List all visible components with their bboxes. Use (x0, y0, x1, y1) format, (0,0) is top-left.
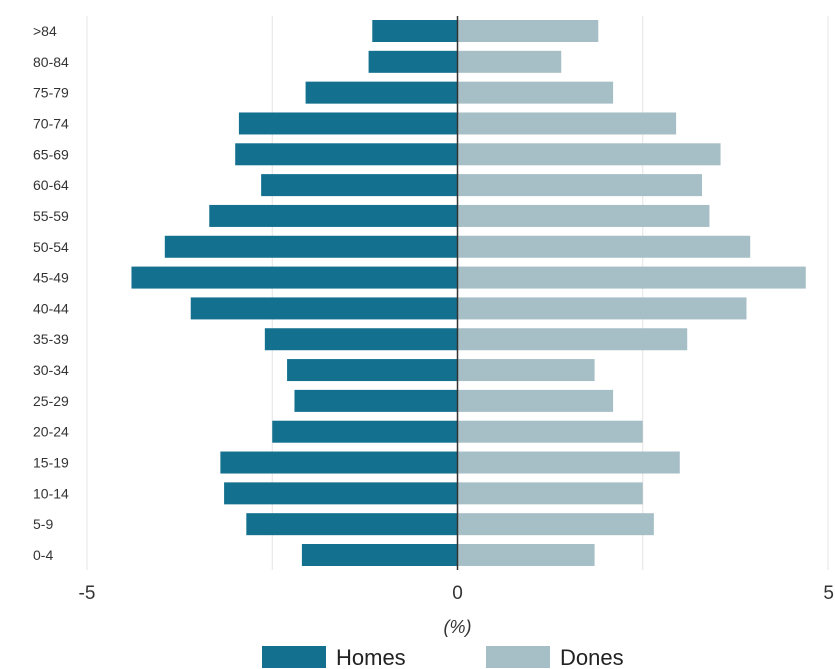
y-tick-label: 15-19 (33, 455, 69, 471)
y-tick-label: 35-39 (33, 331, 69, 347)
y-tick-label: 40-44 (33, 300, 69, 316)
y-tick-label: 25-29 (33, 393, 69, 409)
x-tick-label: 5 (823, 583, 834, 604)
y-tick-label: 10-14 (33, 485, 69, 501)
bar-homes-40-44 (190, 297, 458, 320)
bar-dones-10-14 (457, 482, 643, 505)
bar-homes-45-49 (131, 266, 458, 289)
y-tick-label: 55-59 (33, 208, 69, 224)
bar-homes-15-19 (220, 451, 458, 474)
bar-dones-65-69 (457, 143, 721, 166)
legend-label-dones: Dones (560, 645, 624, 669)
bar-dones-50-54 (457, 235, 751, 258)
legend-swatch-homes (262, 646, 326, 668)
bar-homes-80-84 (368, 50, 458, 73)
bar-homes-55-59 (209, 204, 458, 227)
bar-dones-30-34 (457, 359, 595, 382)
bar-dones-40-44 (457, 297, 747, 320)
y-tick-label: 80-84 (33, 54, 69, 70)
y-tick-labels: 0-4 5-9 10-14 15-19 20-24 25-29 30-34 35-39 40-4… (33, 23, 69, 563)
bar-homes-75-79 (305, 81, 458, 104)
x-axis-title: (%) (444, 617, 472, 637)
x-tick-labels: -5 0 5 (79, 583, 834, 604)
legend-label-homes: Homes (336, 645, 406, 669)
bar-homes-65-69 (235, 143, 458, 166)
bar-dones-45-49 (457, 266, 806, 289)
bar-dones->84 (457, 20, 599, 42)
bar-dones-55-59 (457, 204, 710, 227)
y-tick-label: 75-79 (33, 85, 69, 101)
bar-homes-25-29 (294, 389, 458, 412)
bar-homes->84 (372, 20, 458, 42)
bar-dones-25-29 (457, 389, 614, 412)
bar-dones-75-79 (457, 81, 614, 104)
legend: Homes Dones (262, 645, 624, 669)
bar-dones-20-24 (457, 420, 643, 443)
x-tick-label: 0 (452, 583, 463, 604)
bar-homes-35-39 (264, 328, 458, 351)
bar-homes-0-4 (301, 544, 458, 566)
y-tick-label: 70-74 (33, 115, 69, 131)
bar-dones-80-84 (457, 50, 562, 73)
legend-swatch-dones (486, 646, 550, 668)
bar-dones-35-39 (457, 328, 688, 351)
bar-homes-5-9 (246, 513, 458, 536)
y-tick-label: 20-24 (33, 424, 69, 440)
bar-homes-50-54 (164, 235, 458, 258)
y-tick-label: 50-54 (33, 239, 69, 255)
grid-layer (86, 16, 829, 570)
bar-dones-70-74 (457, 112, 677, 135)
bar-homes-60-64 (261, 174, 458, 197)
y-tick-label: 5-9 (33, 516, 53, 532)
y-tick-label: 60-64 (33, 177, 69, 193)
bar-dones-60-64 (457, 174, 703, 197)
bar-homes-10-14 (224, 482, 458, 505)
bar-dones-15-19 (457, 451, 680, 474)
y-tick-label: >84 (33, 23, 57, 39)
bar-dones-0-4 (457, 544, 595, 566)
y-tick-label: 0-4 (33, 547, 53, 563)
x-tick-label: -5 (79, 583, 96, 604)
bar-homes-20-24 (272, 420, 458, 443)
bar-homes-70-74 (238, 112, 458, 135)
y-tick-label: 65-69 (33, 146, 69, 162)
y-tick-label: 30-34 (33, 362, 69, 378)
bar-dones-5-9 (457, 513, 654, 536)
bars-layer (131, 20, 806, 566)
y-tick-label: 45-49 (33, 270, 69, 286)
bar-homes-30-34 (287, 359, 458, 382)
